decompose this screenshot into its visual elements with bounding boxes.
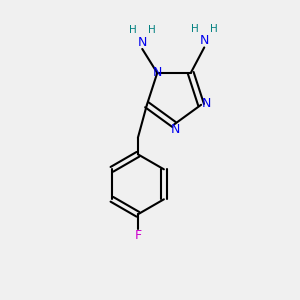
- Text: N: N: [138, 36, 147, 49]
- Text: H: H: [129, 25, 136, 35]
- Text: N: N: [153, 66, 162, 80]
- Text: H: H: [191, 24, 199, 34]
- Text: N: N: [171, 123, 180, 136]
- Text: H: H: [210, 24, 218, 34]
- Text: F: F: [134, 230, 142, 242]
- Text: N: N: [202, 97, 211, 110]
- Text: N: N: [200, 34, 209, 47]
- Text: H: H: [148, 25, 156, 35]
